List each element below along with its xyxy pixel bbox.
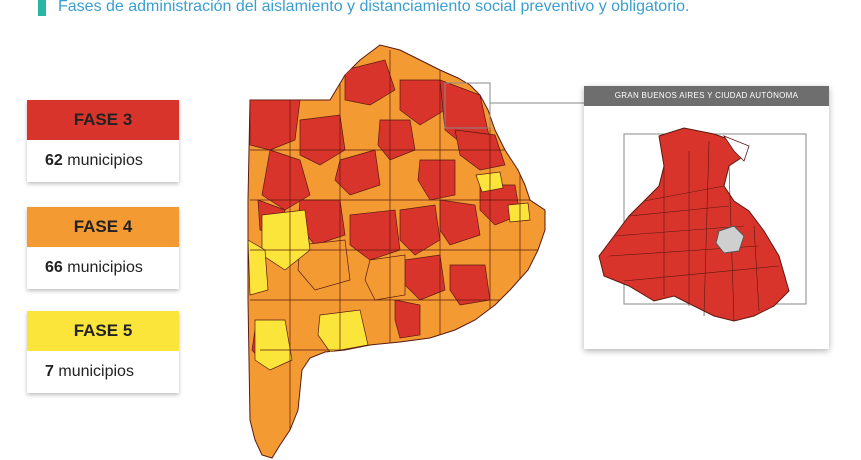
district-fase-5 bbox=[248, 239, 269, 296]
river-shape bbox=[722, 135, 750, 162]
inset-title: GRAN BUENOS AIRES Y CIUDAD AUTÓNOMA bbox=[584, 86, 829, 106]
header-accent-bar bbox=[38, 0, 46, 16]
legend-count-number: 66 bbox=[45, 259, 63, 276]
district-fase-3 bbox=[399, 79, 446, 126]
district-fase-5 bbox=[507, 202, 531, 223]
legend-count: 66 municipios bbox=[27, 247, 179, 289]
legend-card-fase-5: FASE 5 7 municipios bbox=[27, 311, 179, 393]
legend-count: 62 municipios bbox=[27, 140, 179, 182]
legend-count-unit: municipios bbox=[58, 363, 134, 380]
gba-area bbox=[598, 127, 790, 322]
district-fase-3 bbox=[417, 159, 456, 201]
page-subtitle: Fases de administración del aislamiento … bbox=[58, 0, 690, 15]
legend-card-fase-4: FASE 4 66 municipios bbox=[27, 207, 179, 289]
district-fase-3 bbox=[344, 59, 396, 106]
district-fase-3 bbox=[334, 149, 381, 196]
gba-inset-map bbox=[598, 127, 807, 322]
district-fase-5 bbox=[254, 319, 293, 371]
inset-card: GRAN BUENOS AIRES Y CIUDAD AUTÓNOMA bbox=[584, 86, 829, 349]
legend-count: 7 municipios bbox=[27, 351, 179, 393]
gba-highlight-box bbox=[444, 82, 491, 129]
district-fase-4 bbox=[297, 239, 351, 291]
district-fase-3 bbox=[399, 204, 441, 256]
legend-count-unit: municipios bbox=[67, 152, 143, 169]
district-fase-5 bbox=[317, 309, 369, 353]
district-fase-3 bbox=[299, 114, 346, 166]
district-fase-5 bbox=[475, 171, 504, 193]
district-fase-3 bbox=[449, 264, 491, 306]
district-fase-3 bbox=[394, 299, 421, 339]
legend-phase-label: FASE 5 bbox=[27, 311, 179, 351]
legend-count-number: 62 bbox=[45, 152, 63, 169]
district-fase-3 bbox=[249, 99, 301, 151]
legend-count-unit: municipios bbox=[67, 259, 143, 276]
district-fase-3 bbox=[349, 209, 401, 261]
caba-area bbox=[715, 225, 745, 254]
legend-card-fase-3: FASE 3 62 municipios bbox=[27, 100, 179, 182]
legend-phase-label: FASE 3 bbox=[27, 100, 179, 140]
district-fase-3 bbox=[261, 149, 311, 211]
legend-phase-label: FASE 4 bbox=[27, 207, 179, 247]
legend-count-number: 7 bbox=[45, 363, 54, 380]
